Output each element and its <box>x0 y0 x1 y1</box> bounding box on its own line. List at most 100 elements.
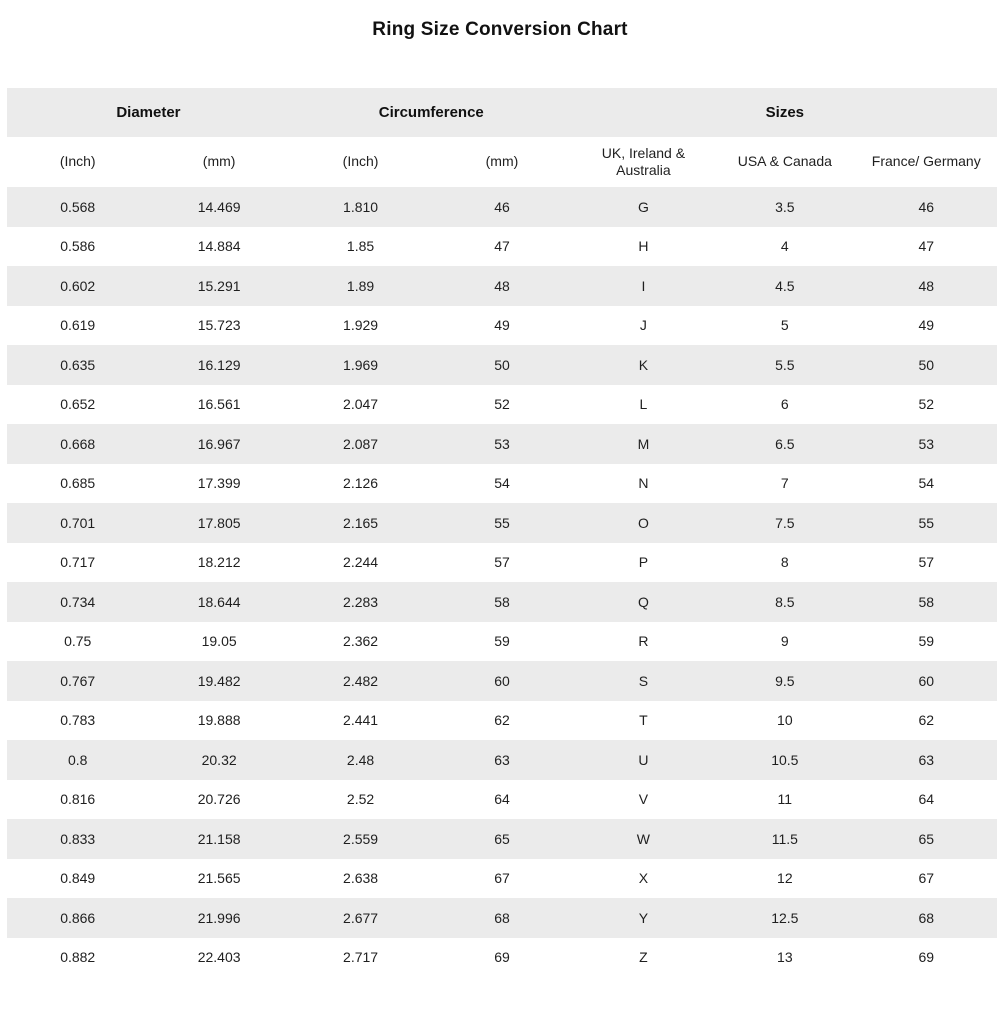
table-cell: 12.5 <box>771 909 799 926</box>
table-cell: O <box>637 514 649 531</box>
table-head: Diameter Circumference Sizes (Inch) (mm)… <box>7 88 997 187</box>
table-cell: 1.810 <box>343 198 379 215</box>
table-cell: 62 <box>918 712 935 729</box>
table-cell: 60 <box>918 672 935 689</box>
table-cell: 12 <box>777 870 793 887</box>
table-cell: 60 <box>494 672 510 689</box>
table-cell: 67 <box>918 870 935 887</box>
table-cell: 59 <box>494 633 510 650</box>
table-cell: 0.833 <box>60 830 96 847</box>
group-header-circumference: Circumference <box>378 104 484 121</box>
table-cell: 2.244 <box>343 554 379 571</box>
table-cell: 16.561 <box>197 396 241 413</box>
table-cell: 16.967 <box>197 435 241 452</box>
table-cell: 19.482 <box>197 672 241 689</box>
table-cell: 46 <box>918 198 935 215</box>
table-cell: 53 <box>918 435 935 452</box>
group-header-row: Diameter Circumference Sizes <box>7 88 997 137</box>
table-cell: 0.685 <box>60 475 96 492</box>
table-cell: N <box>638 475 649 492</box>
table-row: 0.882 22.403 2.717 69 Z 13 69 <box>7 937 997 977</box>
table-cell: 2.441 <box>343 712 379 729</box>
table-cell: 57 <box>494 554 510 571</box>
table-body: 0.568 14.469 1.810 46 G 3.5 46 0.586 14.884 1.85 4… <box>7 187 997 977</box>
table-cell: 2.638 <box>343 870 379 887</box>
table-cell: 65 <box>918 830 935 847</box>
table-cell: 68 <box>494 909 510 926</box>
table-cell: W <box>636 830 650 847</box>
table-cell: 0.652 <box>60 396 96 413</box>
table-cell: 54 <box>918 475 935 492</box>
column-header-row: (Inch) (mm) (Inch) (mm) UK, Ireland & Au… <box>7 137 997 187</box>
table-cell: 0.866 <box>60 909 96 926</box>
table-cell: 1.85 <box>346 238 375 255</box>
table-cell: 9.5 <box>775 672 795 689</box>
table-cell: 15.723 <box>197 317 241 334</box>
table-cell: 8 <box>780 554 789 571</box>
group-header-diameter: Diameter <box>116 104 181 121</box>
table-cell: 3.5 <box>775 198 795 215</box>
table-cell: 13 <box>777 949 793 966</box>
table-cell: X <box>638 870 649 887</box>
table-row: 0.783 19.888 2.441 62 T 10 62 <box>7 700 997 740</box>
table-cell: 11.5 <box>771 830 798 847</box>
table-cell: 47 <box>918 238 935 255</box>
column-header-circumference-mm: (mm) <box>485 153 519 170</box>
table-row: 0.668 16.967 2.087 53 M 6.5 53 <box>7 424 997 464</box>
table-cell: 0.635 <box>60 356 96 373</box>
table-cell: 52 <box>494 396 510 413</box>
table-cell: 21.996 <box>197 909 241 926</box>
table-cell: 2.48 <box>346 751 375 768</box>
table-cell: 0.717 <box>60 554 96 571</box>
table-cell: 2.482 <box>343 672 379 689</box>
table-cell: 0.734 <box>60 593 96 610</box>
table-cell: 17.399 <box>197 475 241 492</box>
table-cell: 69 <box>494 949 510 966</box>
table-cell: 65 <box>494 830 510 847</box>
table-cell: 57 <box>918 554 935 571</box>
table-row: 0.701 17.805 2.165 55 O 7.5 55 <box>7 503 997 543</box>
table-cell: 17.805 <box>197 514 241 531</box>
table-cell: 2.362 <box>343 633 379 650</box>
table-cell: 4.5 <box>775 277 795 294</box>
table-cell: 53 <box>494 435 510 452</box>
table-cell: 0.849 <box>60 870 96 887</box>
table-cell: 6.5 <box>775 435 795 452</box>
table-cell: 22.403 <box>197 949 241 966</box>
table-cell: 59 <box>918 633 935 650</box>
page-title: Ring Size Conversion Chart <box>372 19 628 40</box>
table-cell: 21.565 <box>197 870 241 887</box>
column-header-diameter-mm: (mm) <box>202 153 236 170</box>
table-cell: 0.668 <box>60 435 96 452</box>
table-cell: 58 <box>494 593 510 610</box>
column-header-diameter-inch: (Inch) <box>59 153 96 170</box>
table-row: 0.619 15.723 1.929 49 J 5 49 <box>7 305 997 345</box>
table-cell: 2.047 <box>343 396 379 413</box>
table-cell: 18.212 <box>197 554 241 571</box>
table-cell: S <box>638 672 649 689</box>
table-cell: 2.717 <box>343 949 379 966</box>
table-cell: 19.05 <box>201 633 237 650</box>
column-header-usa-canada: USA & Canada <box>737 153 832 170</box>
table-cell: 0.619 <box>60 317 96 334</box>
table-cell: 9 <box>780 633 789 650</box>
table-row: 0.75 19.05 2.362 59 R 9 59 <box>7 621 997 661</box>
table-row: 0.717 18.212 2.244 57 P 8 57 <box>7 542 997 582</box>
table-cell: P <box>638 554 649 571</box>
table-cell: 67 <box>494 870 510 887</box>
table-row: 0.652 16.561 2.047 52 L 6 52 <box>7 384 997 424</box>
table-row: 0.8 20.32 2.48 63 U 10.5 63 <box>7 740 997 780</box>
table-cell: 2.559 <box>343 830 379 847</box>
table-row: 0.635 16.129 1.969 50 K 5.5 50 <box>7 345 997 385</box>
table-row: 0.734 18.644 2.283 58 Q 8.5 58 <box>7 582 997 622</box>
table-cell: R <box>638 633 649 650</box>
table-row: 0.685 17.399 2.126 54 N 7 54 <box>7 463 997 503</box>
table-cell: V <box>638 791 649 808</box>
table-cell: 0.816 <box>60 791 96 808</box>
table-row: 0.866 21.996 2.677 68 Y 12.5 68 <box>7 898 997 938</box>
table-cell: G <box>637 198 649 215</box>
table-cell: 46 <box>494 198 510 215</box>
table-cell: 0.568 <box>60 198 96 215</box>
table-row: 0.568 14.469 1.810 46 G 3.5 46 <box>7 187 997 227</box>
table-cell: 55 <box>494 514 510 531</box>
